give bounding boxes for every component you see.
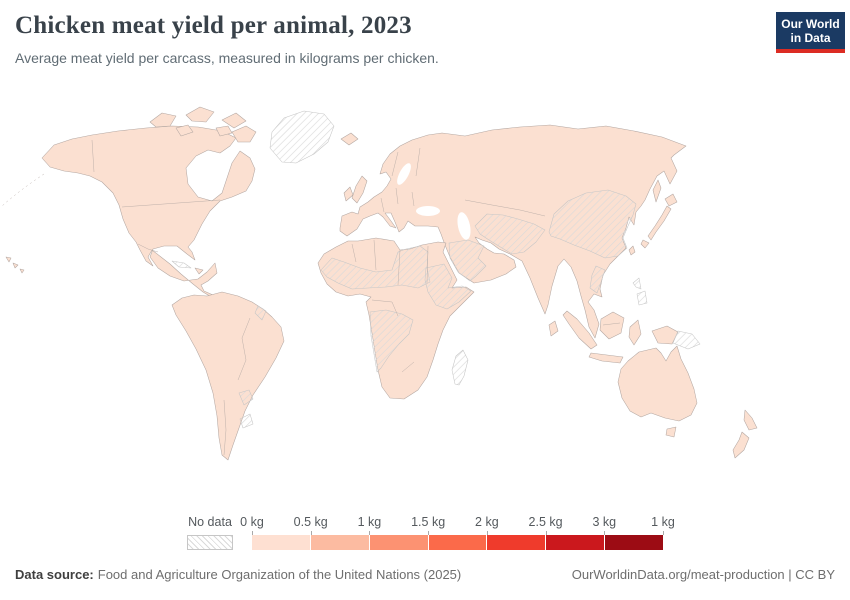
legend-no-data-label: No data [188,515,232,529]
region-tasmania[interactable] [665,426,677,438]
legend-tick-label: 0 kg [240,515,264,529]
country-uruguay[interactable] [239,413,254,429]
country-philippines[interactable] [632,277,648,306]
country-sri-lanka[interactable] [548,320,559,337]
country-hispaniola[interactable] [194,267,204,275]
footer-source-text: Food and Agriculture Organization of the… [97,567,462,582]
legend-tick-label: 1.5 kg [411,515,446,529]
legend-tick-mark [663,531,664,535]
country-iceland[interactable] [340,132,359,146]
footer-source-label: Data source: [15,567,94,582]
region-china-mongolia[interactable] [548,189,637,259]
owid-logo-line1: Our World [781,17,840,31]
border-us-canada [121,199,221,208]
country-paraguay[interactable] [238,389,254,406]
region-sakhalin[interactable] [652,179,662,203]
owid-logo[interactable]: Our World in Data [776,12,845,53]
legend-tick-label: 1 kg [651,515,675,529]
region-sudan-horn-of-africa[interactable] [424,263,472,310]
country-papua-new-guinea[interactable] [672,330,701,350]
legend-tick-mark [604,531,606,535]
border-africa [351,239,429,373]
legend-tick-label: 2 kg [475,515,499,529]
region-laos-cambodia[interactable] [589,265,606,294]
legend-color-segment[interactable] [310,535,369,550]
legend-color-segment[interactable] [369,535,428,550]
legend-tick-mark [486,531,488,535]
legend-color-segment[interactable] [605,535,664,550]
page-title: Chicken meat yield per animal, 2023 [15,12,412,39]
legend-tick-mark [369,531,371,535]
country-hawaii-islands[interactable] [5,256,25,274]
legend-color-segment[interactable] [487,535,546,550]
country-greenland[interactable] [269,110,335,164]
country-united-kingdom[interactable] [351,175,368,204]
legend-color-segment[interactable] [546,535,605,550]
country-madagascar[interactable] [451,349,469,386]
border-kazakhstan [464,199,546,217]
region-north-america[interactable] [41,125,256,310]
legend-tick-mark [252,531,253,535]
legend-tick-mark [310,531,312,535]
footer: Data source: Food and Agriculture Organiz… [15,567,835,582]
aleutian-island-chain [1,173,45,207]
region-southern-africa-no-data[interactable] [369,309,414,373]
legend-no-data-swatch[interactable] [187,535,233,550]
owid-logo-line2: in Data [790,31,831,45]
page-subtitle: Average meat yield per carcass, measured… [15,50,439,66]
legend-tick-label: 0.5 kg [293,515,328,529]
baltic-sea [397,163,411,185]
country-indonesia-borneo[interactable] [599,311,625,340]
legend-color-segment[interactable] [428,535,487,550]
border-borneo [602,322,621,326]
legend-tick-label: 2.5 kg [528,515,563,529]
footer-source: Data source: Food and Agriculture Organiz… [15,567,461,582]
region-arctic-islands[interactable] [149,106,257,143]
region-central-south-asia[interactable] [474,213,546,255]
black-sea [416,206,440,216]
country-indonesia-java[interactable] [588,352,624,364]
caspian-sea [457,212,471,240]
border-south-america [223,317,251,456]
country-japan[interactable] [640,193,678,249]
border-europe [380,147,421,213]
country-taiwan[interactable] [628,245,636,256]
country-indonesia-sulawesi[interactable] [628,319,642,346]
legend-color-segment[interactable] [252,535,310,550]
legend-color-bar [252,535,664,550]
country-australia[interactable] [617,345,698,422]
country-cuba[interactable] [171,260,192,269]
legend-tick-label: 1 kg [357,515,382,529]
legend-tick-mark [545,531,547,535]
country-indonesia-sumatra[interactable] [562,310,598,350]
country-new-zealand[interactable] [732,409,758,459]
country-ireland[interactable] [343,186,354,202]
footer-credit-link[interactable]: OurWorldinData.org/meat-production | CC … [571,567,835,582]
region-arabian-peninsula[interactable] [448,239,487,282]
region-south-america[interactable] [171,291,285,461]
legend-tick-labels: 0 kg 0.5 kg 1 kg 1.5 kg 2 kg 2.5 kg 3 kg 1 kg [240,515,675,535]
legend-tick-mark [428,531,430,535]
border-us-mexico [137,243,159,253]
world-map[interactable] [0,95,850,513]
country-guyana[interactable] [254,305,267,321]
legend-tick-label: 3 kg [592,515,617,529]
border-alaska-canada [91,139,95,173]
